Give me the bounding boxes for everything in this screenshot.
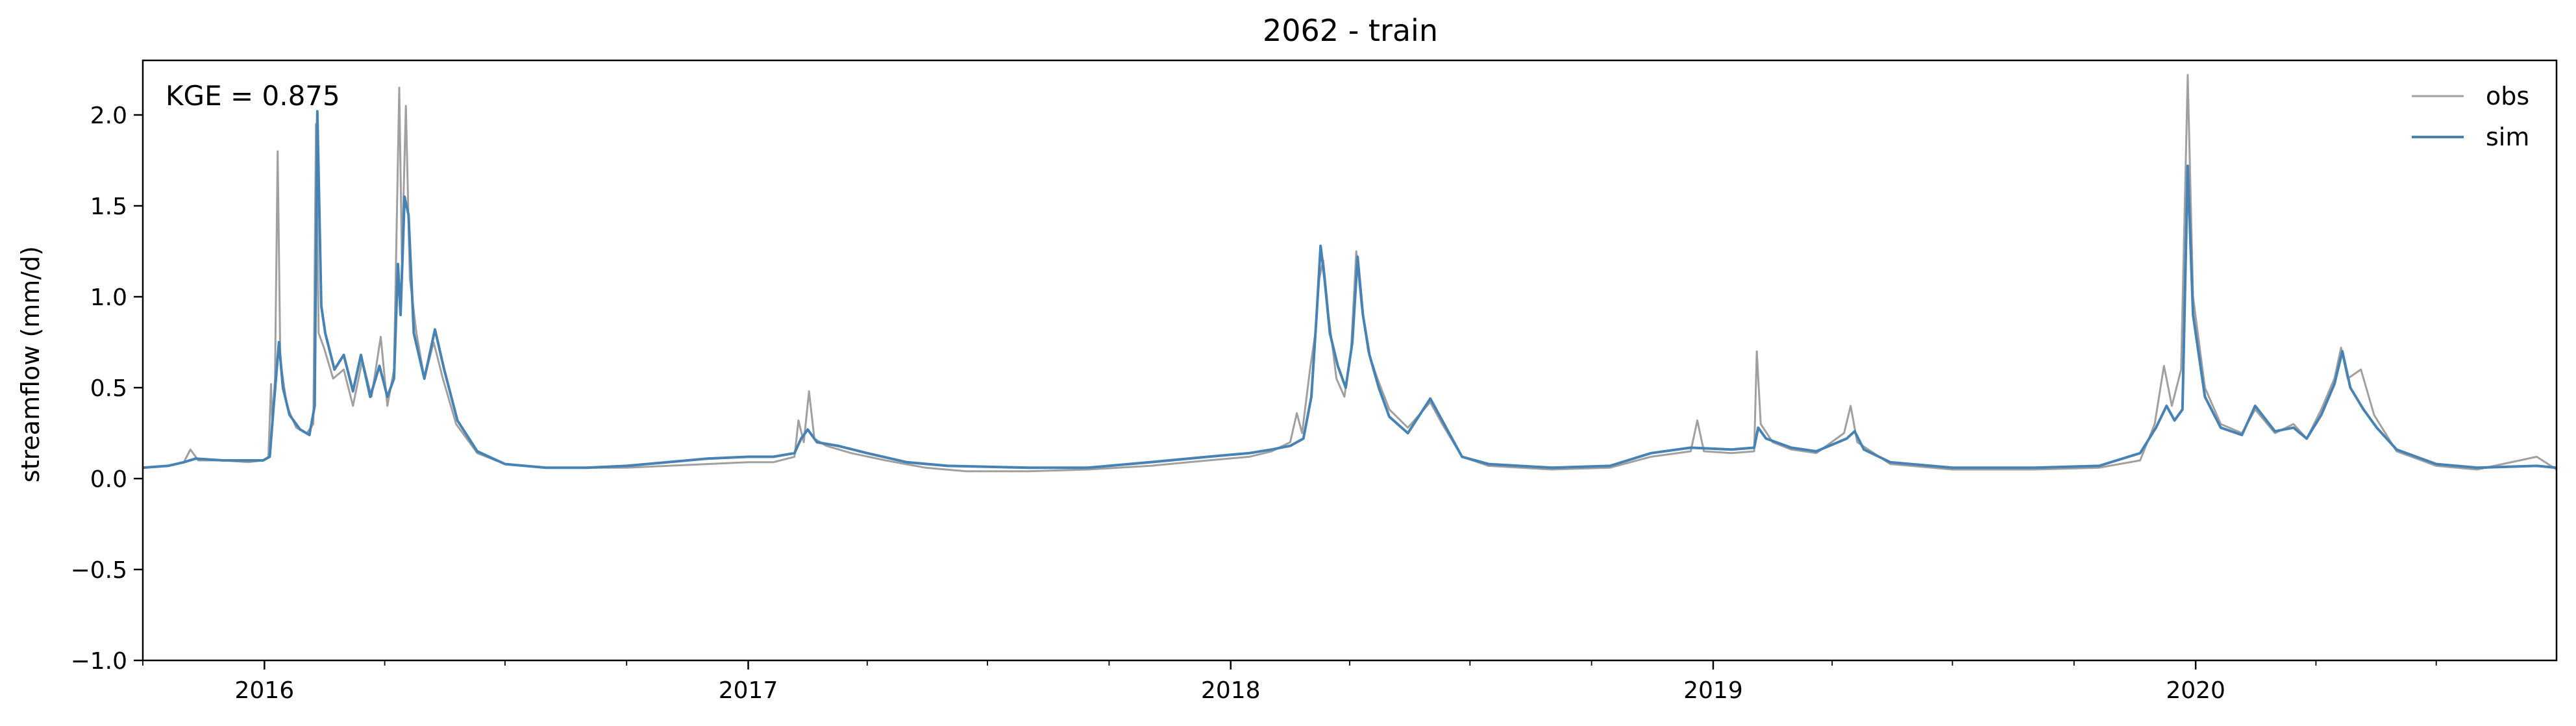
y-tick-label: 1.5 xyxy=(90,194,127,220)
series-layer xyxy=(142,73,2557,473)
x-tick-label: 2019 xyxy=(1683,677,1743,704)
y-tick-label: 2.0 xyxy=(90,103,127,129)
series-line-obs xyxy=(142,73,2557,473)
x-tick-label: 2017 xyxy=(719,677,778,704)
series-line-sim xyxy=(142,110,2557,469)
y-axis-title: streamflow (mm/d) xyxy=(16,246,45,482)
x-tick-label: 2020 xyxy=(2166,677,2225,704)
x-tick-label: 2018 xyxy=(1201,677,1261,704)
legend: obs sim xyxy=(2412,82,2529,151)
y-tick-label: −1.0 xyxy=(71,648,127,675)
x-axis: 2016 2017 2018 2019 2020 xyxy=(142,660,2437,704)
y-tick-label: 1.0 xyxy=(90,284,127,311)
x-tick-label: 2016 xyxy=(235,677,295,704)
legend-label-sim: sim xyxy=(2486,123,2529,151)
kge-annotation: KGE = 0.875 xyxy=(166,80,340,112)
y-tick-label: −0.5 xyxy=(71,557,127,584)
y-tick-label: 0.0 xyxy=(90,466,127,493)
legend-label-obs: obs xyxy=(2486,82,2529,110)
y-axis: −1.0 −0.5 0.0 0.5 1.0 1.5 2.0 xyxy=(71,103,143,675)
chart-title: 2062 - train xyxy=(1263,13,1438,48)
y-tick-label: 0.5 xyxy=(90,375,127,402)
